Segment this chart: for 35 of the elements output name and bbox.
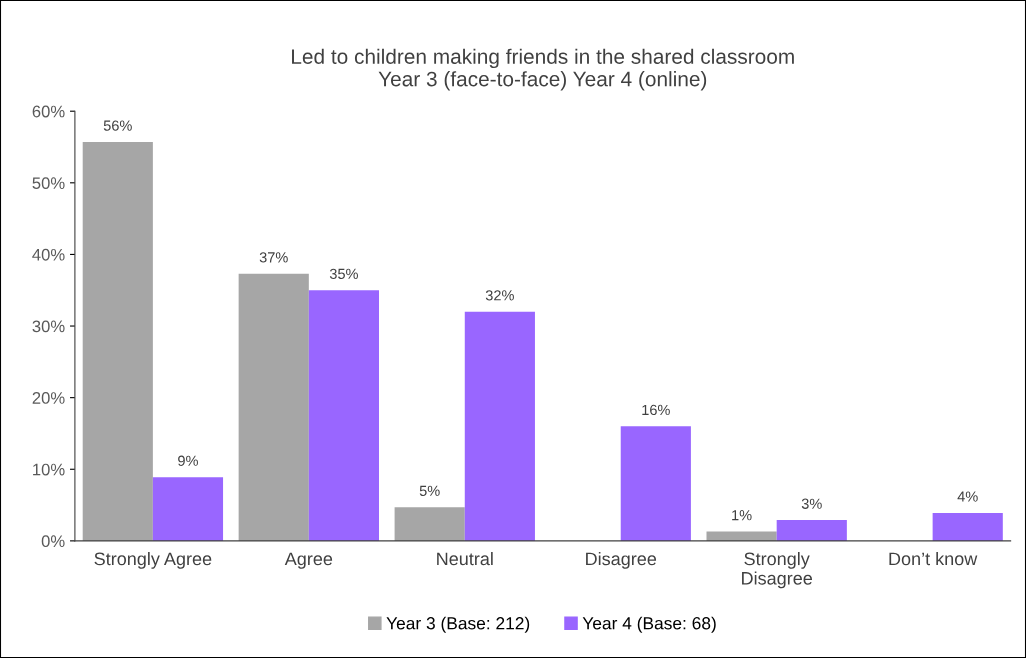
bar <box>238 273 309 541</box>
legend-label: Year 4 (Base: 68) <box>582 616 716 633</box>
y-tick-label: 40% <box>32 248 65 261</box>
bar <box>464 311 535 541</box>
data-label: 37% <box>259 252 288 263</box>
bar <box>932 512 1003 541</box>
x-tick-label: Don’t know <box>889 551 978 566</box>
y-tick-label: 50% <box>32 177 65 190</box>
data-label: 9% <box>178 455 198 466</box>
y-tick-label: 0% <box>41 535 65 548</box>
y-tick-label: 10% <box>33 463 65 476</box>
bar <box>620 426 691 541</box>
y-tick-label: 60% <box>32 105 65 118</box>
x-tick-label: Neutral <box>437 551 493 566</box>
data-label: 1% <box>732 510 752 521</box>
x-tick-label: Disagree <box>586 551 657 569</box>
data-label: 16% <box>642 404 670 416</box>
bar <box>152 477 224 541</box>
data-label: 4% <box>957 491 978 502</box>
bar <box>308 290 379 541</box>
bar <box>776 520 847 541</box>
legend-label: Year 3 (Base: 212) <box>386 616 530 633</box>
x-tick-label: Strongly Agree <box>94 551 212 569</box>
x-tick-label: Strongly Disagree <box>742 551 813 589</box>
bar <box>394 507 465 541</box>
data-label: 32% <box>485 290 514 301</box>
chart-title: Led to children making friends in the shared classroom Year 3 (face-to-face) Year 4 (online) <box>292 48 794 91</box>
data-label: 3% <box>801 498 822 509</box>
data-label: 5% <box>419 485 440 496</box>
data-label: 56% <box>103 120 132 131</box>
x-tick-label: Agree <box>284 552 333 569</box>
y-tick-label: 20% <box>32 392 65 404</box>
y-tick-label: 30% <box>32 320 65 333</box>
bar <box>82 142 153 541</box>
data-label: 35% <box>329 268 358 280</box>
